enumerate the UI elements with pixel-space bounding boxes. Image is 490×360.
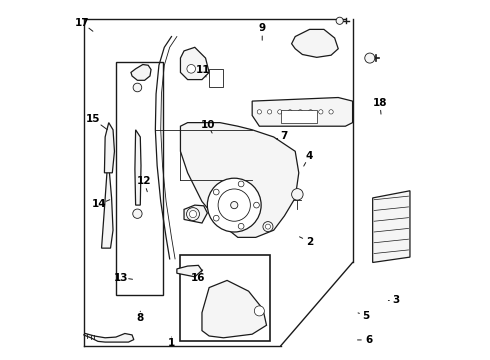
Circle shape	[266, 224, 270, 229]
FancyBboxPatch shape	[281, 110, 317, 123]
Polygon shape	[135, 130, 141, 205]
FancyBboxPatch shape	[116, 62, 163, 295]
Polygon shape	[180, 123, 299, 237]
FancyBboxPatch shape	[180, 255, 270, 341]
Polygon shape	[177, 265, 202, 277]
Polygon shape	[104, 123, 115, 173]
Circle shape	[254, 202, 259, 208]
Circle shape	[218, 189, 250, 221]
Circle shape	[257, 110, 262, 114]
Circle shape	[231, 202, 238, 209]
Circle shape	[190, 211, 196, 218]
Text: 17: 17	[75, 18, 90, 28]
Text: 5: 5	[362, 311, 369, 320]
Text: 1: 1	[168, 338, 175, 348]
Text: 8: 8	[137, 313, 144, 323]
Polygon shape	[180, 47, 209, 80]
Circle shape	[336, 17, 343, 24]
Circle shape	[254, 306, 265, 316]
Text: 10: 10	[200, 120, 215, 130]
Circle shape	[318, 110, 323, 114]
Circle shape	[213, 215, 219, 221]
Text: 9: 9	[259, 23, 266, 33]
Polygon shape	[373, 191, 410, 262]
Text: 14: 14	[91, 199, 106, 210]
Circle shape	[238, 223, 244, 229]
Text: 6: 6	[366, 335, 373, 345]
Text: 4: 4	[306, 150, 313, 161]
Circle shape	[238, 181, 244, 187]
Circle shape	[329, 110, 333, 114]
Text: 12: 12	[137, 176, 151, 186]
Polygon shape	[131, 64, 151, 80]
Circle shape	[292, 189, 303, 200]
Circle shape	[207, 178, 261, 232]
Circle shape	[187, 208, 199, 221]
Text: 16: 16	[191, 273, 205, 283]
Polygon shape	[252, 98, 353, 126]
Circle shape	[187, 64, 196, 73]
Circle shape	[213, 189, 219, 195]
Polygon shape	[202, 280, 267, 338]
Text: 2: 2	[306, 237, 313, 247]
Circle shape	[133, 209, 142, 219]
Circle shape	[365, 53, 375, 63]
Circle shape	[278, 110, 282, 114]
Polygon shape	[184, 205, 207, 223]
Polygon shape	[209, 69, 223, 87]
Text: 11: 11	[196, 64, 211, 75]
Polygon shape	[101, 158, 113, 248]
Polygon shape	[292, 30, 338, 57]
Circle shape	[288, 110, 292, 114]
Text: 18: 18	[372, 98, 387, 108]
Circle shape	[263, 222, 273, 231]
Circle shape	[268, 110, 272, 114]
Circle shape	[308, 110, 313, 114]
Text: 3: 3	[392, 296, 399, 306]
Polygon shape	[84, 333, 134, 342]
Text: 13: 13	[114, 273, 128, 283]
Circle shape	[133, 83, 142, 92]
Text: 7: 7	[280, 131, 288, 141]
Circle shape	[298, 110, 302, 114]
Text: 15: 15	[86, 114, 100, 124]
